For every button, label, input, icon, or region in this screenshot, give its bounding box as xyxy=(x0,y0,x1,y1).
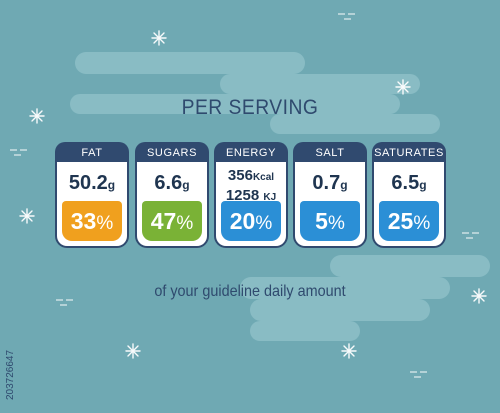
label-energy: ENERGY 356Kcal 1258 KJ 20% xyxy=(214,142,288,248)
label-body: 356Kcal 1258 KJ 20% xyxy=(214,162,288,248)
cloud-band xyxy=(270,114,440,134)
label-body: 50.2g 33% xyxy=(55,162,129,248)
snowflake-icon xyxy=(125,343,141,359)
cloud-band xyxy=(70,94,400,114)
cloud-band xyxy=(250,321,360,341)
label-name: SALT xyxy=(293,142,367,162)
dash-decoration xyxy=(10,149,27,156)
label-sugars: SUGARS 6.6g 47% xyxy=(135,142,209,248)
cloud-band xyxy=(240,277,450,299)
percent-badge: 25% xyxy=(379,201,439,241)
dash-decoration xyxy=(462,232,479,239)
label-name: SUGARS xyxy=(135,142,209,162)
label-saturates: SATURATES 6.5g 25% xyxy=(372,142,446,248)
label-name: FAT xyxy=(55,142,129,162)
cloud-band xyxy=(75,52,305,74)
watermark-id: 203726647 xyxy=(5,350,16,400)
label-fat: FAT 50.2g 33% xyxy=(55,142,129,248)
cloud-band xyxy=(220,74,420,94)
label-salt: SALT 0.7g 5% xyxy=(293,142,367,248)
label-name: SATURATES xyxy=(372,142,446,162)
dash-decoration xyxy=(410,371,427,378)
snowflake-icon xyxy=(395,79,411,95)
dash-decoration xyxy=(56,299,73,306)
percent-badge: 5% xyxy=(300,201,360,241)
cloud-band xyxy=(330,255,490,277)
snowflake-icon xyxy=(19,208,35,224)
snowflake-icon xyxy=(471,288,487,304)
percent-badge: 33% xyxy=(62,201,122,241)
amount-value: 0.7g xyxy=(312,172,348,194)
amount-value: 6.5g xyxy=(391,172,427,194)
snowflake-icon xyxy=(29,108,45,124)
kj-value: 1258 KJ xyxy=(225,187,277,204)
cloud-band xyxy=(250,299,430,321)
label-body: 6.6g 47% xyxy=(135,162,209,248)
snowflake-icon xyxy=(151,30,167,46)
page-title: PER SERVING xyxy=(181,96,319,119)
label-name: ENERGY xyxy=(214,142,288,162)
kcal-value: 356Kcal xyxy=(227,167,275,184)
label-body: 0.7g 5% xyxy=(293,162,367,248)
amount-value: 50.2g xyxy=(68,172,116,194)
dash-decoration xyxy=(338,13,355,20)
energy-values: 356Kcal 1258 KJ xyxy=(216,167,286,207)
amount-value: 6.6g xyxy=(154,172,190,194)
subtitle: of your guideline daily amount xyxy=(154,283,346,300)
snowflake-icon xyxy=(341,343,357,359)
percent-badge: 47% xyxy=(142,201,202,241)
watermark: 203726647 xyxy=(5,350,16,400)
percent-badge: 20% xyxy=(221,201,281,241)
label-body: 6.5g 25% xyxy=(372,162,446,248)
